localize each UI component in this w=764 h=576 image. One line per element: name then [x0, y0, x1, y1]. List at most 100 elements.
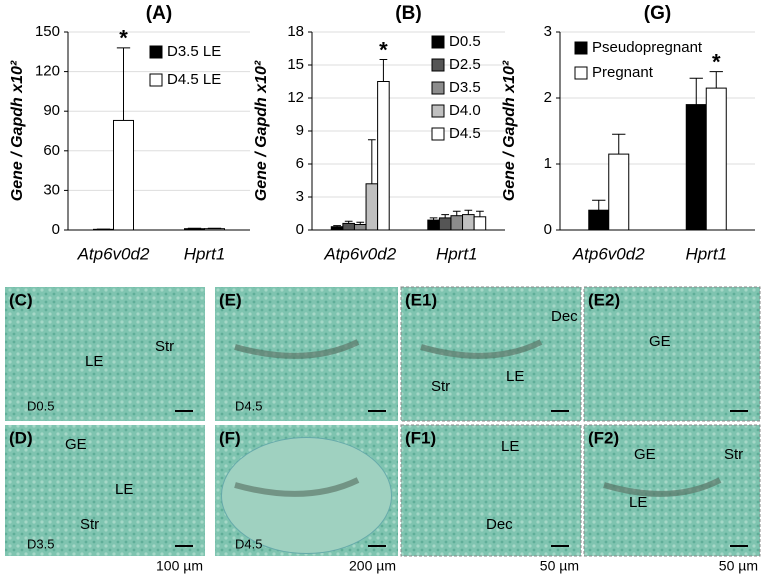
- y-tick-label: 1: [544, 155, 552, 172]
- chart-title: (B): [395, 3, 421, 24]
- y-tick-label: 2: [544, 89, 552, 106]
- y-tick-label: 30: [43, 181, 60, 198]
- micrograph: [5, 287, 205, 421]
- lumen: [420, 339, 543, 359]
- panel-text: Str: [80, 516, 99, 533]
- error-bar: [709, 71, 723, 89]
- panel-text: Dec: [551, 308, 578, 325]
- scale-label: 50 µm: [540, 558, 579, 574]
- panel-label: (F): [219, 428, 241, 447]
- scale-label: 200 µm: [349, 558, 396, 574]
- error-bar: [367, 139, 376, 184]
- bar: [330, 226, 344, 231]
- bar: [342, 222, 355, 231]
- micrograph-panel: (E1) Dec Str LE: [400, 286, 582, 422]
- y-axis-label: Gene / Gapdh x10²: [9, 60, 26, 201]
- panel-text: Str: [155, 338, 174, 355]
- legend-label: D4.0: [449, 102, 481, 119]
- legend-swatch: [574, 41, 588, 55]
- panel-text: LE: [506, 368, 524, 385]
- error-bar: [356, 221, 365, 225]
- error-bar: [441, 214, 450, 218]
- micrograph-panel: (E2) GE: [583, 286, 761, 422]
- y-tick-label: 0: [52, 221, 60, 238]
- panel-text: D4.5: [235, 398, 262, 413]
- x-tick-label: Atp6v0d2: [77, 244, 150, 263]
- y-tick-label: 120: [35, 63, 60, 80]
- lumen: [234, 477, 360, 497]
- panel-text: LE: [501, 438, 519, 455]
- panel-text: Dec: [486, 516, 513, 533]
- y-axis-label: Gene / Gapdh x10²: [253, 60, 270, 201]
- legend-swatch: [574, 66, 588, 80]
- error-bar: [612, 133, 626, 155]
- error-bar: [452, 210, 461, 216]
- x-tick-label: Atp6v0d2: [323, 244, 396, 263]
- panel-label: (E): [219, 290, 242, 309]
- legend-label: Pregnant: [592, 64, 654, 81]
- bar: [473, 216, 487, 231]
- legend-label: D0.5: [449, 33, 481, 50]
- micrograph-panel: (D) GE LE Str D3.5: [5, 425, 205, 556]
- legend-swatch: [431, 104, 445, 118]
- panel-label: (D): [9, 428, 33, 447]
- legend-label: D2.5: [449, 56, 481, 73]
- error-bar: [344, 220, 353, 224]
- y-tick-label: 3: [296, 188, 304, 205]
- legend-swatch: [431, 35, 445, 49]
- legend-swatch: [149, 45, 163, 59]
- bar: [450, 215, 464, 231]
- bar: [462, 214, 475, 231]
- micrograph-panel: (C) Str LE D0.5: [5, 287, 205, 421]
- micrograph-panel: (E) D4.5: [215, 287, 398, 421]
- micrograph: [400, 424, 582, 557]
- panel-label: (E1): [405, 290, 437, 309]
- y-tick-label: 3: [544, 23, 552, 40]
- error-bar: [116, 47, 131, 121]
- panel-text: D0.5: [27, 398, 54, 413]
- legend-label: Pseudopregnant: [592, 39, 703, 56]
- y-tick-label: 0: [296, 221, 304, 238]
- panel-text: Str: [724, 446, 743, 463]
- y-tick-label: 15: [287, 56, 304, 73]
- x-tick-label: Hprt1: [184, 244, 226, 263]
- micrograph: [5, 425, 205, 556]
- panel-text: GE: [65, 436, 87, 453]
- bar: [377, 81, 390, 231]
- significance-star: *: [379, 37, 388, 62]
- legend-label: D4.5 LE: [167, 71, 221, 88]
- panel-label: (F2): [588, 428, 619, 447]
- micrograph-panel: (F1) LE Dec: [400, 424, 582, 557]
- x-tick-label: Atp6v0d2: [572, 244, 645, 263]
- error-bar: [333, 225, 341, 227]
- legend-label: D3.5 LE: [167, 43, 221, 60]
- micrograph-panel: (F) D4.5: [215, 425, 398, 556]
- panel-label: (E2): [588, 290, 620, 309]
- legend-swatch: [431, 127, 445, 141]
- micrograph: [583, 286, 761, 422]
- y-tick-label: 0: [544, 221, 552, 238]
- error-bar: [476, 210, 484, 217]
- legend-label: D4.5: [449, 125, 481, 142]
- y-tick-label: 6: [296, 155, 304, 172]
- y-axis-label: Gene / Gapdh x10²: [501, 60, 518, 201]
- y-tick-label: 60: [43, 142, 60, 159]
- error-bar: [429, 217, 438, 221]
- bar: [365, 183, 379, 231]
- panel-text: GE: [649, 333, 671, 350]
- error-bar: [689, 77, 703, 105]
- significance-star: *: [119, 26, 128, 51]
- x-tick-label: Hprt1: [436, 244, 478, 263]
- panel-text: LE: [115, 481, 133, 498]
- y-tick-label: 12: [287, 89, 304, 106]
- y-tick-label: 18: [287, 23, 304, 40]
- x-tick-label: Hprt1: [685, 244, 727, 263]
- legend-label: D3.5: [449, 79, 481, 96]
- y-tick-label: 150: [35, 23, 60, 40]
- panel-text: LE: [85, 353, 103, 370]
- legend-swatch: [431, 58, 445, 72]
- error-bar: [592, 199, 606, 211]
- bar: [184, 228, 205, 231]
- bar: [353, 224, 367, 231]
